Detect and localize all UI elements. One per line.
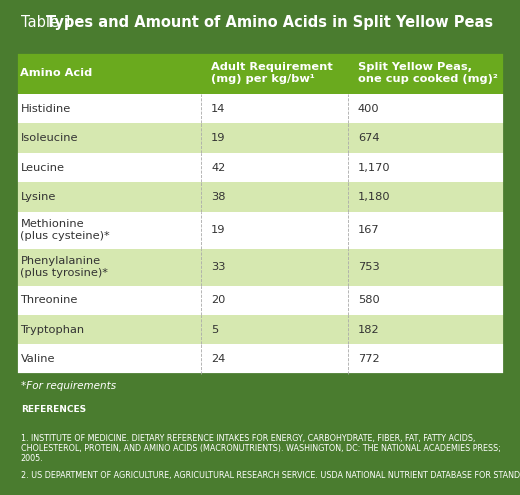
FancyBboxPatch shape [16, 123, 504, 153]
Text: 167: 167 [358, 225, 380, 235]
Text: 753: 753 [358, 262, 380, 272]
Text: 1,170: 1,170 [358, 162, 391, 173]
Text: Tryptophan: Tryptophan [20, 325, 85, 335]
Text: REFERENCES: REFERENCES [21, 405, 86, 414]
Text: 5: 5 [211, 325, 218, 335]
Text: Split Yellow Peas,
one cup cooked (mg)²: Split Yellow Peas, one cup cooked (mg)² [358, 62, 498, 84]
Text: 19: 19 [211, 133, 226, 143]
Text: 19: 19 [211, 225, 226, 235]
Text: 400: 400 [358, 104, 380, 114]
Text: 182: 182 [358, 325, 380, 335]
Text: 38: 38 [211, 192, 226, 202]
Text: 33: 33 [211, 262, 226, 272]
Text: 1. INSTITUTE OF MEDICINE. DIETARY REFERENCE INTAKES FOR ENERGY, CARBOHYDRATE, FI: 1. INSTITUTE OF MEDICINE. DIETARY REFERE… [21, 434, 501, 463]
FancyBboxPatch shape [16, 94, 504, 123]
FancyBboxPatch shape [16, 153, 504, 182]
Text: Types and Amount of Amino Acids in Split Yellow Peas: Types and Amount of Amino Acids in Split… [46, 15, 493, 30]
Text: Amino Acid: Amino Acid [20, 68, 93, 78]
Text: Leucine: Leucine [20, 162, 64, 173]
FancyBboxPatch shape [16, 52, 504, 94]
Text: Methionine
(plus cysteine)*: Methionine (plus cysteine)* [20, 219, 110, 241]
Text: Histidine: Histidine [20, 104, 71, 114]
FancyBboxPatch shape [16, 345, 504, 374]
Text: 24: 24 [211, 354, 225, 364]
Text: 14: 14 [211, 104, 226, 114]
FancyBboxPatch shape [16, 182, 504, 211]
Text: 20: 20 [211, 295, 226, 305]
Text: 674: 674 [358, 133, 379, 143]
Text: Valine: Valine [20, 354, 55, 364]
Text: 2. US DEPARTMENT OF AGRICULTURE, AGRICULTURAL RESEARCH SERVICE. USDA NATIONAL NU: 2. US DEPARTMENT OF AGRICULTURE, AGRICUL… [21, 471, 520, 480]
Text: 1,180: 1,180 [358, 192, 391, 202]
Text: Phenylalanine
(plus tyrosine)*: Phenylalanine (plus tyrosine)* [20, 256, 108, 278]
FancyBboxPatch shape [16, 286, 504, 315]
FancyBboxPatch shape [16, 315, 504, 345]
Text: Table 1: Table 1 [21, 15, 77, 30]
Text: Lysine: Lysine [20, 192, 56, 202]
FancyBboxPatch shape [16, 211, 504, 248]
Text: Adult Requirement
(mg) per kg/bw¹: Adult Requirement (mg) per kg/bw¹ [211, 62, 333, 84]
Text: Threonine: Threonine [20, 295, 78, 305]
Text: Isoleucine: Isoleucine [20, 133, 78, 143]
Text: 772: 772 [358, 354, 380, 364]
FancyBboxPatch shape [16, 248, 504, 286]
Text: 42: 42 [211, 162, 225, 173]
Text: *For requirements: *For requirements [21, 381, 116, 391]
Text: 580: 580 [358, 295, 380, 305]
